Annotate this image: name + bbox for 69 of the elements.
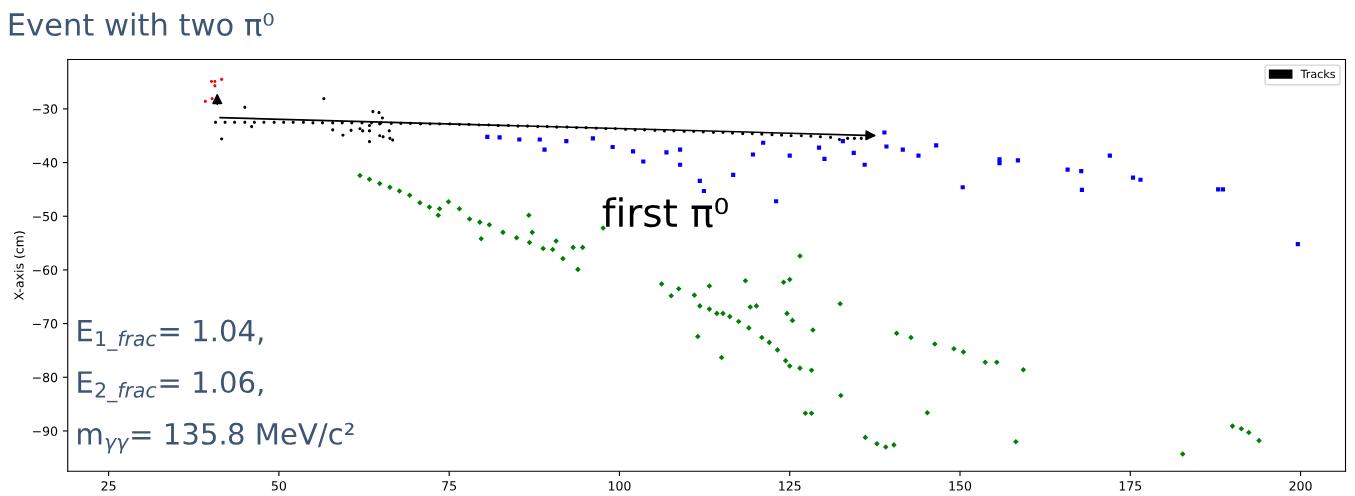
point bbox=[497, 135, 502, 140]
point bbox=[960, 185, 965, 190]
point bbox=[1079, 187, 1085, 193]
point bbox=[1138, 177, 1143, 182]
point bbox=[862, 162, 867, 167]
point bbox=[542, 147, 547, 152]
point bbox=[774, 199, 779, 204]
x-tick-label: 25 bbox=[101, 481, 116, 491]
y-tick-label: −50 bbox=[32, 211, 58, 222]
point bbox=[900, 147, 905, 152]
point bbox=[997, 161, 1002, 166]
point bbox=[1015, 158, 1020, 163]
chart-title: Event with two π⁰ bbox=[9, 12, 274, 37]
point bbox=[822, 156, 827, 161]
annotation: E$_{2_frac}$= 1.06, bbox=[78, 371, 263, 403]
point bbox=[1107, 153, 1112, 158]
point bbox=[517, 137, 522, 142]
x-tick-label: 100 bbox=[608, 481, 631, 491]
point bbox=[590, 136, 595, 141]
x-tick-label: 200 bbox=[1289, 481, 1312, 491]
point bbox=[641, 159, 646, 164]
annotation: first π⁰ bbox=[602, 197, 728, 228]
point bbox=[997, 157, 1002, 162]
y-tick-label: −40 bbox=[32, 158, 58, 168]
point bbox=[220, 77, 224, 81]
x-tick-label: 150 bbox=[949, 481, 972, 491]
point bbox=[610, 144, 615, 150]
point bbox=[884, 144, 889, 149]
x-tick-label: 75 bbox=[442, 481, 457, 491]
point bbox=[677, 147, 683, 152]
y-tick-label: −70 bbox=[32, 319, 58, 329]
point bbox=[1295, 242, 1300, 247]
point bbox=[1130, 175, 1136, 180]
point bbox=[731, 172, 736, 177]
point bbox=[1216, 187, 1221, 192]
point bbox=[816, 145, 822, 150]
point bbox=[851, 150, 856, 155]
point bbox=[701, 188, 706, 194]
point bbox=[537, 137, 542, 142]
y-tick-label: −80 bbox=[32, 372, 58, 383]
annotation: m$_{γγ}$= 135.8 MeV/c² bbox=[78, 422, 354, 454]
point bbox=[209, 79, 214, 84]
point bbox=[1220, 187, 1225, 192]
point bbox=[697, 178, 702, 183]
x-tick-label: 125 bbox=[779, 481, 801, 491]
point bbox=[916, 153, 921, 158]
point bbox=[787, 153, 792, 158]
point bbox=[840, 139, 845, 144]
point bbox=[750, 152, 756, 157]
y-axis-title: X-axis (cm) bbox=[13, 231, 26, 301]
point bbox=[664, 150, 669, 155]
point bbox=[485, 134, 490, 139]
annotation: E$_{1_frac}$= 1.04, bbox=[78, 319, 263, 351]
x-tick-label: 50 bbox=[271, 481, 287, 491]
point bbox=[882, 130, 887, 135]
point bbox=[203, 99, 207, 103]
point bbox=[1079, 169, 1084, 174]
y-tick-label: −60 bbox=[32, 265, 58, 275]
point bbox=[677, 162, 683, 167]
point bbox=[213, 84, 217, 88]
point bbox=[1065, 167, 1070, 172]
legend-label: Tracks bbox=[1300, 69, 1335, 79]
point bbox=[564, 139, 569, 144]
point bbox=[630, 149, 636, 154]
y-tick-label: −30 bbox=[32, 104, 58, 114]
point bbox=[934, 143, 939, 148]
x-tick-label: 175 bbox=[1119, 481, 1142, 491]
y-tick-label: −90 bbox=[32, 426, 58, 436]
point bbox=[761, 140, 766, 145]
